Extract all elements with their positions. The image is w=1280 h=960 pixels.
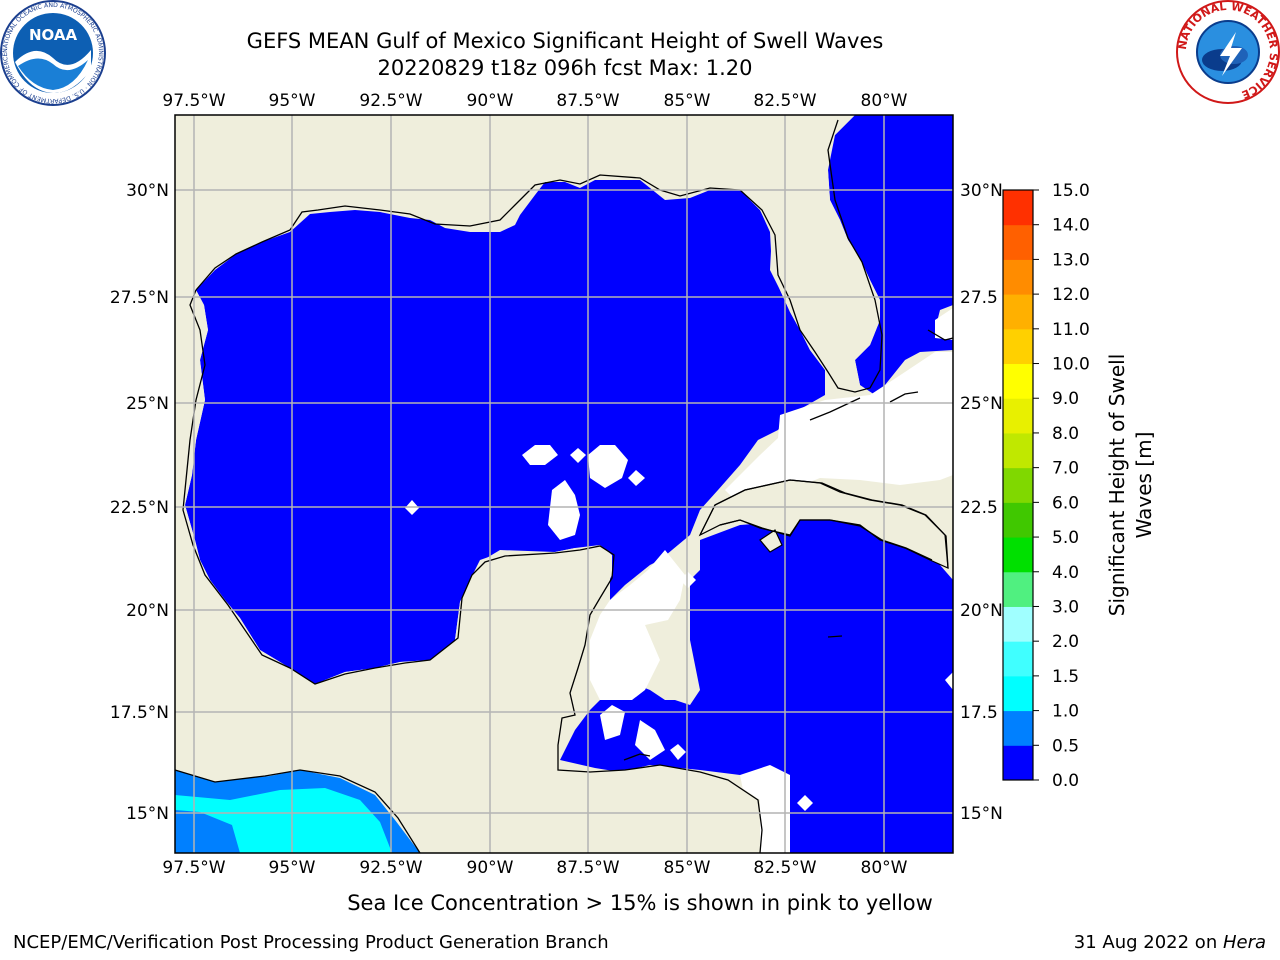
svg-text:Significant Height of Swell: Significant Height of Swell bbox=[1105, 354, 1129, 616]
lon-label: 80°W bbox=[861, 858, 908, 878]
no-data-areas bbox=[405, 308, 953, 853]
lon-label: 87.5°W bbox=[556, 91, 619, 111]
colorbar-tick-label: 3.0 bbox=[1052, 597, 1079, 617]
colorbar: 0.0 0.5 1.0 1.5 2.0 3.0 4.0 5.0 6.0 7.0 8.0 9.0 10.0… bbox=[1002, 181, 1090, 791]
colorbar-tick-label: 1.0 bbox=[1052, 702, 1079, 722]
colorbar-label: Significant Height of Swell Waves [m] bbox=[1105, 354, 1156, 616]
lat-label: 30°N bbox=[126, 181, 169, 201]
svg-text:Waves [m]: Waves [m] bbox=[1132, 432, 1156, 539]
colorbar-swatch bbox=[1003, 363, 1033, 399]
lat-label: 22.5 bbox=[960, 498, 998, 518]
colorbar-tick-label: 2.0 bbox=[1052, 632, 1079, 652]
colorbar-tick-label: 12.0 bbox=[1052, 285, 1090, 305]
lat-label: 20°N bbox=[126, 601, 169, 621]
lon-label: 80°W bbox=[861, 91, 908, 111]
nws-logo: NATIONAL WEATHER SERVICE bbox=[1176, 0, 1280, 104]
colorbar-tick-label: 15.0 bbox=[1052, 181, 1090, 201]
swell-field-pacific bbox=[175, 770, 420, 853]
lat-label: 30°N bbox=[960, 181, 1003, 201]
lat-label: 17.5 bbox=[960, 703, 998, 723]
lon-label: 95°W bbox=[269, 91, 316, 111]
colorbar-tick-label: 7.0 bbox=[1052, 459, 1079, 479]
lon-label: 85°W bbox=[664, 858, 711, 878]
lon-label: 82.5°W bbox=[753, 858, 816, 878]
lon-label: 82.5°W bbox=[753, 91, 816, 111]
noaa-logo-text: NOAA bbox=[29, 26, 78, 44]
lon-label: 92.5°W bbox=[359, 858, 422, 878]
colorbar-tick-label: 10.0 bbox=[1052, 355, 1090, 375]
sea-ice-note: Sea Ice Concentration > 15% is shown in … bbox=[347, 891, 933, 915]
graticule bbox=[175, 115, 953, 853]
colorbar-swatch bbox=[1003, 675, 1033, 712]
colorbar-swatch bbox=[1003, 190, 1033, 226]
lon-label: 85°W bbox=[664, 91, 711, 111]
footer-host: Hera bbox=[1222, 932, 1266, 953]
colorbar-tick-label: 11.0 bbox=[1052, 320, 1090, 340]
swell-field-atlantic bbox=[828, 115, 953, 395]
lon-labels-bottom: 97.5°W 95°W 92.5°W 90°W 87.5°W 85°W 82.5… bbox=[162, 858, 907, 878]
footer-credit: NCEP/EMC/Verification Post Processing Pr… bbox=[13, 932, 609, 953]
footer-date: 31 Aug 2022 on Hera bbox=[1073, 932, 1266, 953]
colorbar-swatch bbox=[1003, 432, 1033, 469]
colorbar-swatch bbox=[1003, 502, 1033, 538]
lat-labels-left: 30°N 27.5°N 25°N 22.5°N 20°N 17.5°N 15°N bbox=[110, 181, 169, 824]
colorbar-tick-label: 6.0 bbox=[1052, 493, 1079, 513]
lat-label: 22.5°N bbox=[110, 498, 169, 518]
colorbar-tick-label: 14.0 bbox=[1052, 216, 1090, 236]
colorbar-tick-label: 5.0 bbox=[1052, 528, 1079, 548]
lon-label: 90°W bbox=[467, 91, 514, 111]
colorbar-swatch bbox=[1003, 328, 1033, 365]
colorbar-swatch bbox=[1003, 537, 1033, 573]
lon-label: 97.5°W bbox=[162, 91, 225, 111]
colorbar-swatch bbox=[1003, 641, 1033, 677]
colorbar-tick-label: 0.0 bbox=[1052, 771, 1079, 791]
colorbar-tick-label: 4.0 bbox=[1052, 563, 1079, 583]
colorbar-tick-label: 1.5 bbox=[1052, 667, 1079, 687]
lon-label: 90°W bbox=[467, 858, 514, 878]
lat-label: 25°N bbox=[960, 394, 1003, 414]
map-frame bbox=[174, 114, 954, 854]
lat-label: 27.5 bbox=[960, 288, 998, 308]
lat-label: 27.5°N bbox=[110, 288, 169, 308]
colorbar-tick-label: 13.0 bbox=[1052, 250, 1090, 270]
swell-field-gulf bbox=[185, 180, 825, 684]
colorbar-frame bbox=[1002, 189, 1034, 781]
chart-subtitle-date: 20220829 t18z 096h fcst Max: 1.20 bbox=[377, 56, 753, 80]
lat-label: 15°N bbox=[126, 804, 169, 824]
colorbar-tick-label: 8.0 bbox=[1052, 424, 1079, 444]
colorbar-swatch bbox=[1003, 710, 1033, 746]
colorbar-swatch bbox=[1003, 745, 1033, 781]
lon-label: 92.5°W bbox=[359, 91, 422, 111]
lon-label: 97.5°W bbox=[162, 858, 225, 878]
colorbar-swatch bbox=[1003, 224, 1033, 260]
lat-labels-right: 30°N 27.5 25°N 22.5 20°N 17.5 15°N bbox=[960, 181, 1003, 824]
lat-label: 15°N bbox=[960, 804, 1003, 824]
lat-label: 25°N bbox=[126, 394, 169, 414]
lon-label: 95°W bbox=[269, 858, 316, 878]
colorbar-swatch bbox=[1003, 294, 1033, 330]
colorbar-swatch bbox=[1003, 398, 1033, 434]
lat-label: 17.5°N bbox=[110, 703, 169, 723]
colorbar-tick-label: 0.5 bbox=[1052, 736, 1079, 756]
colorbar-swatch bbox=[1003, 467, 1033, 503]
colorbar-tick-label: 9.0 bbox=[1052, 389, 1079, 409]
noaa-logo: NATIONAL OCEANIC AND ATMOSPHERIC ADMINIS… bbox=[0, 0, 106, 106]
lon-labels-top: 97.5°W 95°W 92.5°W 90°W 87.5°W 85°W 82.5… bbox=[162, 91, 907, 111]
colorbar-swatch bbox=[1003, 259, 1033, 295]
colorbar-swatch bbox=[1003, 606, 1033, 642]
lat-label: 20°N bbox=[960, 601, 1003, 621]
lon-label: 87.5°W bbox=[556, 858, 619, 878]
chart-title: GEFS MEAN Gulf of Mexico Significant Hei… bbox=[246, 29, 884, 53]
colorbar-swatch bbox=[1003, 571, 1033, 607]
